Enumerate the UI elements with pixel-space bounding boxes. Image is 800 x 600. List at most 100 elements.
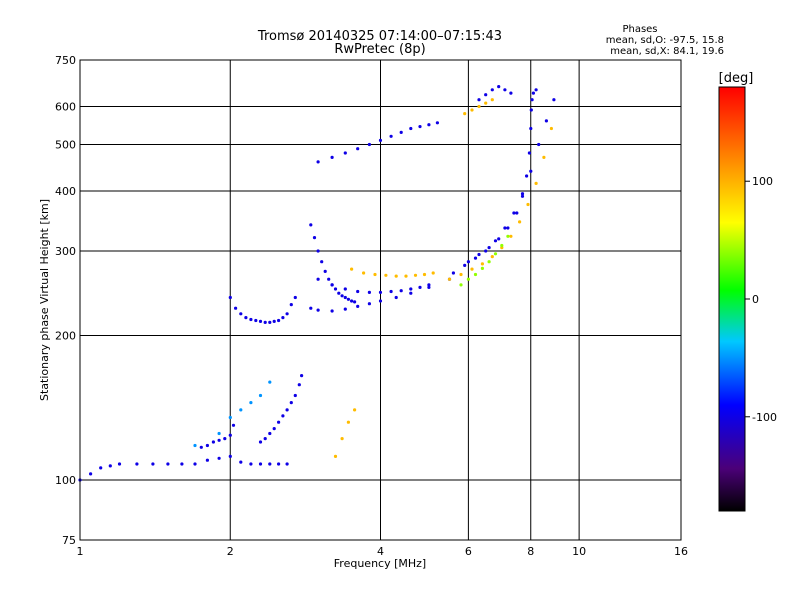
data-point <box>484 101 488 105</box>
data-point <box>228 433 232 437</box>
x-tick-label: 6 <box>465 545 472 558</box>
data-point <box>343 151 347 155</box>
data-point <box>239 408 243 412</box>
data-point <box>350 299 354 303</box>
data-point <box>427 123 431 127</box>
x-tick-label: 4 <box>377 545 384 558</box>
stats-line-o: mean, sd,O: -97.5, 15.8 <box>606 35 724 46</box>
data-point <box>330 283 334 287</box>
data-point <box>529 126 533 131</box>
data-point <box>258 440 263 444</box>
data-point <box>490 255 494 259</box>
data-point <box>367 142 371 147</box>
data-point <box>258 319 263 323</box>
y-tick-label: 500 <box>55 139 76 152</box>
data-point <box>309 223 313 227</box>
x-axis-label: Frequency [MHz] <box>334 557 426 570</box>
x-tick-label: 2 <box>227 545 234 558</box>
data-point <box>117 462 122 466</box>
data-point <box>394 274 398 278</box>
data-point <box>205 458 209 462</box>
data-point <box>506 226 510 230</box>
data-point <box>193 443 197 448</box>
x-tick-label: 10 <box>572 545 586 558</box>
data-point <box>316 249 320 253</box>
data-point <box>490 98 494 102</box>
stats-line-x: mean, sd,X: 84.1, 19.6 <box>610 46 724 57</box>
colorbar <box>718 86 746 512</box>
data-point <box>509 234 513 238</box>
chart-subtitle: RwPretec (8p) <box>334 42 425 57</box>
x-axis-ticks: 1 2 4 6 8 10 16 <box>77 545 689 558</box>
data-point <box>293 295 297 300</box>
data-point <box>477 98 481 102</box>
data-point <box>500 243 504 248</box>
data-point <box>180 462 184 466</box>
y-tick-label: 100 <box>55 474 76 487</box>
data-point <box>211 440 215 444</box>
data-point <box>193 462 197 466</box>
data-point <box>373 272 377 277</box>
data-point <box>272 427 276 431</box>
data-point <box>487 260 491 264</box>
data-point <box>217 456 221 460</box>
data-point <box>223 437 227 441</box>
colorbar-ticks: 100 0 -100 <box>745 175 777 424</box>
data-point <box>258 462 263 466</box>
data-point <box>353 408 357 412</box>
data-point <box>534 181 538 185</box>
x-tick-label: 16 <box>674 545 688 558</box>
data-point <box>350 267 354 271</box>
data-point <box>285 312 289 316</box>
data-point <box>108 464 112 468</box>
y-tick-label: 400 <box>55 185 76 198</box>
data-point <box>249 401 253 405</box>
data-point <box>244 316 248 320</box>
data-point <box>289 303 293 307</box>
data-point <box>512 211 516 215</box>
data-point <box>389 289 393 294</box>
data-point <box>199 445 203 449</box>
data-point <box>418 285 422 289</box>
data-point <box>404 274 408 278</box>
data-point <box>520 192 525 196</box>
data-point <box>268 431 272 436</box>
data-point <box>409 287 413 291</box>
data-point <box>515 211 519 215</box>
data-point <box>285 462 289 466</box>
data-point <box>530 98 534 102</box>
data-point <box>285 408 289 412</box>
colorbar-tick-label: 0 <box>752 293 759 306</box>
data-point <box>337 291 341 295</box>
data-point <box>343 287 347 291</box>
data-point <box>378 299 383 303</box>
data-point <box>518 220 522 224</box>
data-point <box>542 155 546 159</box>
data-point <box>537 142 541 147</box>
data-point <box>135 462 139 466</box>
data-point <box>228 295 232 300</box>
data-point <box>217 438 221 442</box>
x-tick-label: 1 <box>77 545 84 558</box>
data-point <box>330 309 334 313</box>
data-point <box>316 308 320 312</box>
data-point <box>281 414 285 418</box>
data-point <box>239 460 243 464</box>
data-point <box>427 283 431 287</box>
data-point <box>531 91 536 95</box>
data-point <box>323 269 327 273</box>
data-point <box>356 289 360 294</box>
data-point <box>527 151 532 155</box>
data-point <box>217 431 221 436</box>
data-point <box>497 85 501 89</box>
data-point <box>459 283 463 287</box>
data-point <box>346 297 350 301</box>
data-point <box>312 236 317 240</box>
data-point <box>297 383 301 387</box>
data-point <box>422 272 427 277</box>
data-point <box>544 119 549 123</box>
data-point <box>389 134 393 138</box>
data-point <box>447 277 452 281</box>
y-tick-label: 75 <box>62 534 76 547</box>
data-point <box>356 147 360 151</box>
